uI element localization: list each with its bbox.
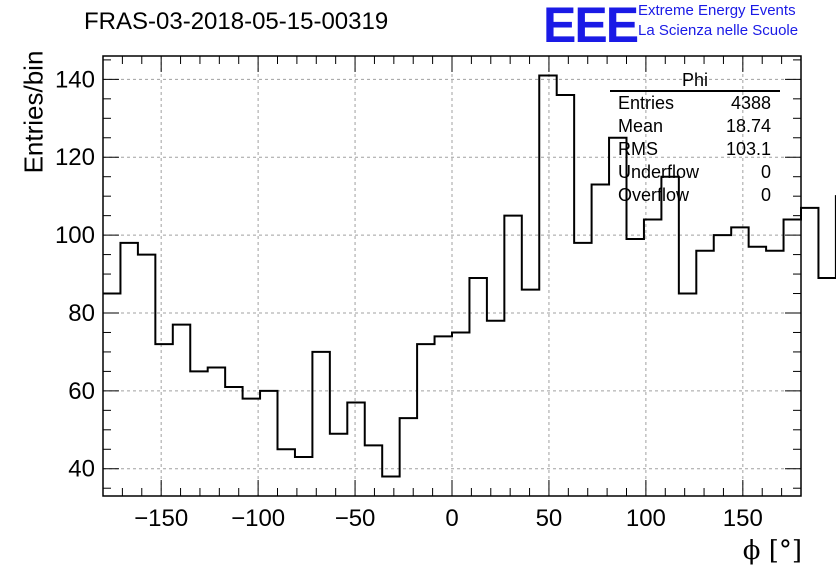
x-tick-label: 50	[536, 505, 563, 532]
histogram-bin	[731, 227, 748, 496]
histogram-bin	[487, 321, 504, 496]
y-tick-label: 100	[55, 222, 95, 249]
histogram-bin	[592, 184, 609, 496]
histogram-bin	[260, 391, 277, 496]
stats-row-overflow: Overflow 0	[610, 184, 780, 207]
stats-value: 0	[760, 162, 771, 182]
stats-label: Overflow	[618, 185, 690, 205]
histogram-bin	[784, 220, 801, 496]
chart-title: FRAS-03-2018-05-15-00319	[84, 8, 389, 35]
histogram-bin	[469, 278, 486, 496]
histogram-bin	[801, 208, 818, 496]
stats-label: Entries	[618, 93, 675, 113]
x-tick-label: −150	[134, 505, 188, 532]
histogram-bin	[382, 477, 399, 496]
histogram-bin	[400, 418, 417, 496]
x-tick-label: 150	[723, 505, 763, 532]
histogram-bin	[120, 243, 137, 496]
histogram-bin	[539, 75, 556, 496]
stats-label: RMS	[618, 139, 658, 159]
stats-value: 4388	[730, 93, 771, 113]
x-tick-label: 0	[445, 505, 458, 532]
histogram-bin	[644, 220, 661, 496]
histogram-bin	[574, 243, 591, 496]
histogram-bin	[749, 247, 766, 496]
y-tick-label: 80	[68, 300, 95, 327]
logo-line-2: La Scienza nelle Scuole	[638, 22, 799, 39]
histogram-bin	[295, 457, 312, 496]
histogram-bin	[190, 371, 207, 496]
histogram-bin	[696, 251, 713, 496]
y-axis-label: Entries/bin	[18, 50, 49, 174]
stats-label: Underflow	[618, 162, 700, 182]
stats-value: 18.74	[725, 116, 771, 136]
stats-box: Phi Entries 4388 Mean 18.74 RMS 103.1 Un…	[610, 70, 780, 207]
histogram-bin	[155, 344, 172, 496]
histogram-bin	[243, 399, 260, 496]
histogram-bin	[417, 344, 434, 496]
histogram-bin	[225, 387, 242, 496]
histogram-bin	[347, 403, 364, 496]
histogram-bin	[557, 95, 574, 496]
y-tick-label: 40	[68, 456, 95, 483]
x-tick-label: −100	[231, 505, 285, 532]
stats-row-underflow: Underflow 0	[610, 161, 780, 184]
x-axis-label: ϕ [°]	[742, 536, 802, 566]
stats-value: 0	[760, 185, 771, 205]
histogram-bin	[679, 294, 696, 496]
eee-logo: EEE	[543, 0, 639, 53]
logo-line-1: Extreme Energy Events	[638, 2, 796, 19]
histogram-bin	[714, 235, 731, 496]
histogram-bin	[138, 255, 155, 496]
histogram-bin	[173, 325, 190, 496]
histogram-bin	[627, 239, 644, 496]
histogram-bin	[103, 294, 120, 496]
y-tick-label: 140	[55, 66, 95, 93]
stats-title: Phi	[610, 70, 780, 92]
histogram-bin	[661, 177, 678, 496]
histogram-bin	[330, 434, 347, 496]
x-tick-label: 100	[626, 505, 666, 532]
stats-row-rms: RMS 103.1	[610, 138, 780, 161]
stats-row-mean: Mean 18.74	[610, 115, 780, 138]
y-tick-label: 120	[55, 144, 95, 171]
stats-value: 103.1	[725, 139, 771, 159]
histogram-bin	[435, 336, 452, 496]
histogram-bin	[504, 216, 521, 496]
histogram-bin	[278, 449, 295, 496]
histogram-bin	[766, 251, 783, 496]
histogram-bin	[522, 290, 539, 496]
histogram-bin	[208, 368, 225, 496]
histogram-outline	[103, 74, 836, 478]
histogram-bin	[818, 278, 835, 496]
stats-row-entries: Entries 4388	[610, 92, 780, 115]
histogram-bin	[312, 352, 329, 496]
histogram-bin	[452, 332, 469, 496]
x-tick-label: −50	[335, 505, 376, 532]
y-tick-label: 60	[68, 378, 95, 405]
stats-label: Mean	[618, 116, 664, 136]
histogram-bin	[365, 445, 382, 496]
